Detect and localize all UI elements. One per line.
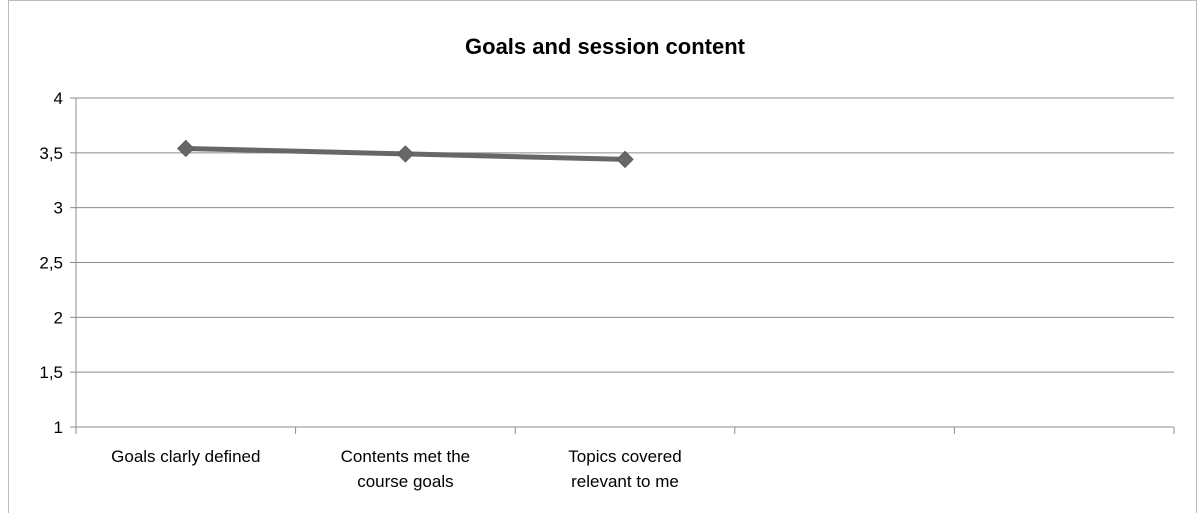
- data-point-marker: [177, 139, 195, 158]
- chart-title: Goals and session content: [465, 34, 746, 59]
- y-tick-label: 2: [54, 308, 63, 327]
- gridlines: [76, 97, 1174, 373]
- x-tick-label: Topics covered relevant to me: [568, 447, 681, 491]
- series-layer: [177, 139, 634, 169]
- axes: [70, 97, 1175, 434]
- data-point-marker: [616, 150, 634, 169]
- y-tick-labels: 1 1,5 2 2,5 3 3,5 4: [39, 89, 63, 437]
- y-tick-label: 1,5: [39, 363, 63, 382]
- x-tick-label: Contents met the course goals: [341, 447, 470, 491]
- y-tick-label: 3,5: [39, 144, 63, 163]
- chart-border: [8, 0, 1197, 518]
- y-tick-label: 4: [54, 89, 63, 108]
- y-tick-label: 1: [54, 418, 63, 437]
- y-tick-label: 2,5: [39, 254, 63, 273]
- x-tick-labels: Goals clarly defined Contents met the cour…: [111, 447, 682, 491]
- y-tick-label: 3: [54, 199, 63, 218]
- x-tick-label: Goals clarly defined: [111, 447, 260, 466]
- data-point-marker: [396, 145, 415, 163]
